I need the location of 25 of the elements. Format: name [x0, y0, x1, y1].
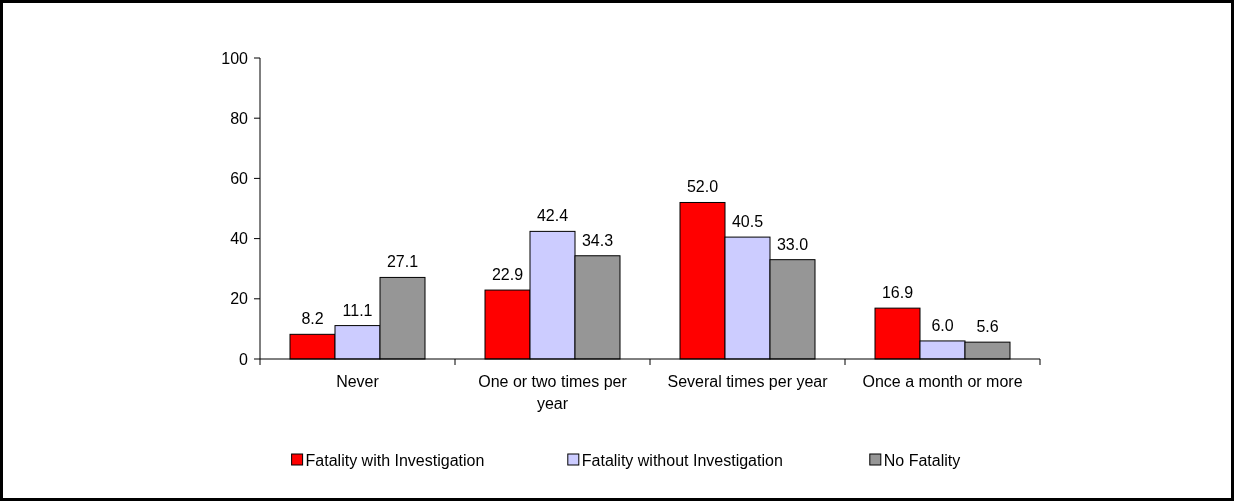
legend-label: No Fatality	[883, 451, 961, 469]
x-tick-label: Several times per year	[667, 373, 829, 390]
data-label: 27.1	[386, 253, 419, 271]
data-label: 40.5	[731, 213, 764, 231]
y-tick-label: 100	[221, 49, 249, 67]
x-tick-label: Never	[336, 373, 380, 390]
y-tick-label: 60	[230, 170, 249, 187]
data-label: 52.0	[686, 178, 719, 196]
data-label: 42.4	[536, 207, 569, 225]
data-label: 33.0	[776, 235, 809, 253]
x-tick-label: Once a month or more	[862, 373, 1023, 390]
data-label: 22.9	[491, 266, 524, 284]
data-label: 11.1	[342, 301, 373, 319]
y-tick-label: 0	[239, 350, 249, 368]
data-label: 8.2	[301, 310, 324, 328]
data-label: 5.6	[976, 318, 999, 336]
legend-label: Fatality without Investigation	[581, 451, 783, 469]
y-tick-label: 20	[230, 290, 249, 308]
x-tick-label: One or two times per year	[478, 373, 628, 412]
data-label: 6.0	[931, 316, 954, 334]
data-label: 34.3	[581, 231, 614, 249]
y-tick-label: 40	[230, 230, 249, 248]
y-tick-label: 80	[230, 109, 249, 127]
legend-label: Fatality with Investigation	[305, 451, 485, 469]
data-label: 16.9	[881, 284, 914, 302]
